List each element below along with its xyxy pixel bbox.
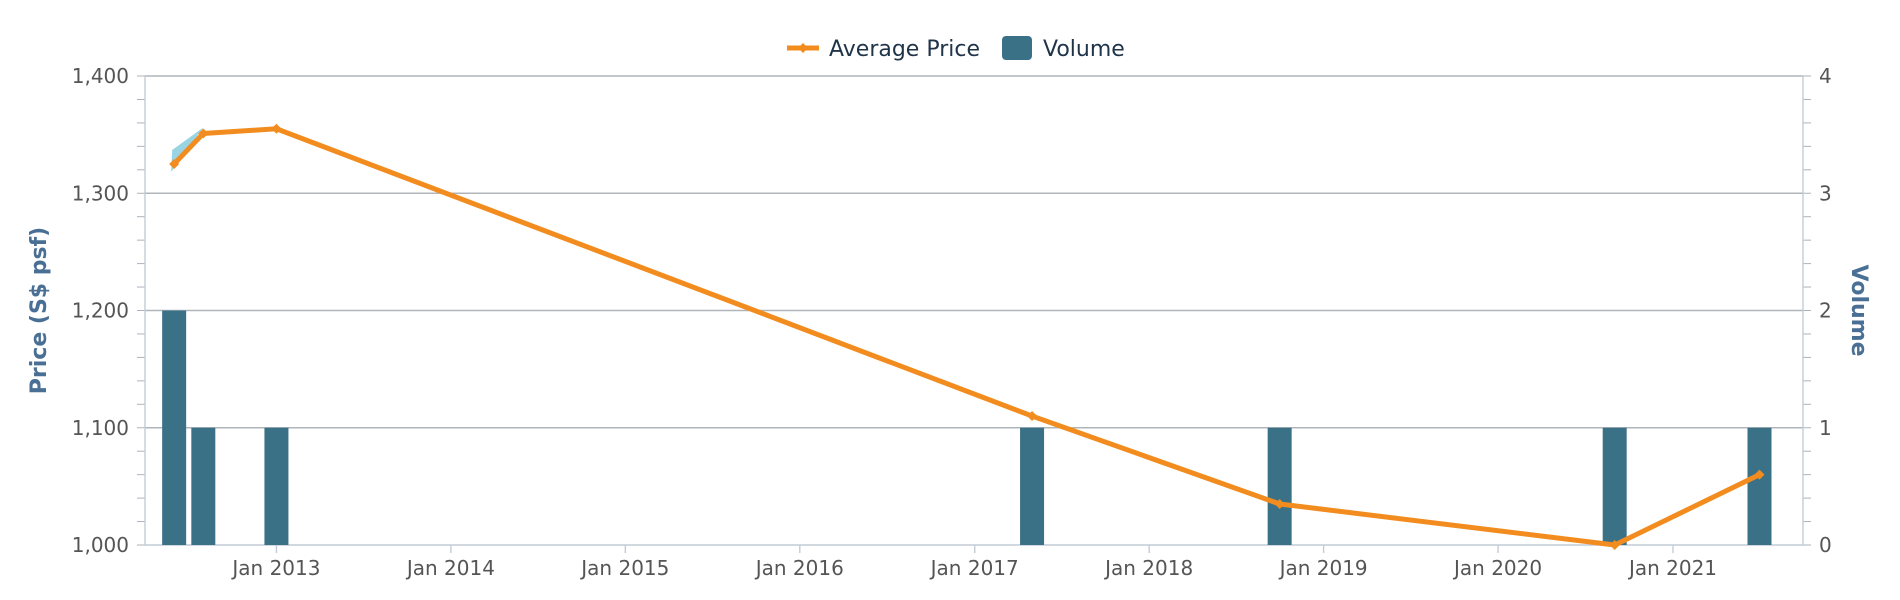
- volume-bar: [1267, 427, 1292, 545]
- x-tick-label: Jan 2016: [754, 556, 844, 580]
- price-point-marker: [198, 128, 209, 139]
- right-tick-label: 4: [1819, 64, 1832, 88]
- x-tick-label: Jan 2014: [405, 556, 495, 580]
- volume-bar: [1020, 427, 1045, 545]
- legend-volume-swatch[interactable]: [1002, 36, 1032, 60]
- left-tick-label: 1,400: [72, 64, 129, 88]
- x-tick-label: Jan 2013: [230, 556, 320, 580]
- price-point-marker: [169, 158, 180, 169]
- right-tick-label: 3: [1819, 181, 1832, 205]
- x-tick-label: Jan 2021: [1627, 556, 1717, 580]
- legend-volume-label[interactable]: Volume: [1043, 37, 1125, 62]
- x-tick-label: Jan 2019: [1278, 556, 1368, 580]
- legend-price-label[interactable]: Average Price: [829, 37, 980, 62]
- volume-bar: [1747, 427, 1772, 545]
- volume-bar: [264, 427, 289, 545]
- price-point-marker: [1027, 411, 1038, 422]
- right-tick-label: 0: [1819, 533, 1832, 557]
- volume-bar: [1602, 427, 1627, 545]
- average-price-line: [171, 126, 1763, 548]
- legend-price-marker: [798, 43, 808, 53]
- right-tick-label: 2: [1819, 299, 1832, 323]
- left-axis-title: Price (S$ psf): [27, 227, 52, 394]
- price-point-marker: [271, 123, 282, 134]
- left-tick-label: 1,200: [72, 299, 129, 323]
- x-tick-label: Jan 2018: [1103, 556, 1193, 580]
- x-tick-label: Jan 2020: [1452, 556, 1542, 580]
- volume-bar: [162, 310, 187, 545]
- left-tick-label: 1,300: [72, 181, 129, 205]
- price-point-marker: [1609, 540, 1620, 550]
- x-tick-label: Jan 2017: [929, 556, 1019, 580]
- left-tick-label: 1,000: [72, 533, 129, 557]
- right-axis-title: Volume: [1846, 265, 1871, 357]
- volume-bar: [191, 427, 216, 545]
- price-point-marker: [1754, 469, 1765, 480]
- left-tick-label: 1,100: [72, 416, 129, 440]
- x-tick-label: Jan 2015: [579, 556, 669, 580]
- right-tick-label: 1: [1819, 416, 1832, 440]
- price-point-marker: [1274, 498, 1285, 509]
